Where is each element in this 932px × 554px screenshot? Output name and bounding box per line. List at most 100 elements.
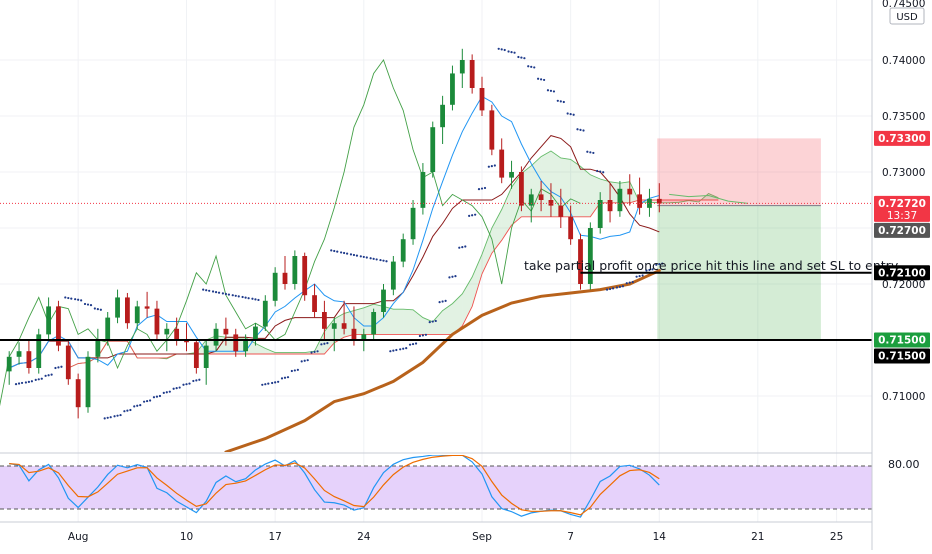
candle[interactable] (85, 356, 91, 408)
sar-dot (267, 382, 270, 385)
candle[interactable] (637, 194, 642, 208)
cloud-segment (541, 151, 551, 217)
candle[interactable] (528, 194, 534, 206)
candle[interactable] (440, 104, 445, 128)
candle[interactable] (292, 256, 298, 284)
candle[interactable] (243, 340, 248, 352)
candle[interactable] (154, 308, 160, 335)
annotation-text[interactable]: take partial profit once price hit this … (524, 258, 899, 273)
candle[interactable] (361, 334, 367, 340)
candle[interactable] (351, 328, 357, 340)
candle[interactable] (381, 289, 386, 312)
candle[interactable] (134, 306, 140, 324)
candle[interactable] (607, 200, 613, 212)
candle[interactable] (489, 110, 495, 150)
candle[interactable] (587, 228, 593, 284)
candle[interactable] (262, 300, 268, 327)
candle[interactable] (164, 328, 170, 335)
sar-dot (146, 399, 149, 403)
candle[interactable] (36, 334, 42, 368)
sar-dot (123, 410, 126, 413)
candle[interactable] (322, 312, 327, 329)
candle[interactable] (65, 345, 71, 380)
candle[interactable] (6, 356, 12, 372)
sar-dot (293, 369, 296, 372)
candle[interactable] (430, 127, 436, 172)
candle[interactable] (203, 345, 209, 368)
sar-dot (40, 377, 43, 380)
candle[interactable] (233, 334, 239, 352)
candle[interactable] (223, 328, 229, 335)
candle[interactable] (548, 200, 554, 206)
candle[interactable] (125, 297, 130, 324)
candle[interactable] (95, 340, 101, 357)
candle[interactable] (115, 297, 120, 318)
candle[interactable] (617, 188, 623, 212)
position-tool[interactable] (657, 138, 821, 340)
sar-dot (530, 65, 533, 68)
candle[interactable] (302, 256, 308, 296)
candle[interactable] (174, 328, 180, 340)
candle[interactable] (193, 342, 199, 368)
sar-dot (421, 334, 424, 337)
horizontal-lines[interactable] (0, 202, 872, 341)
candle[interactable] (390, 261, 396, 290)
candle[interactable] (597, 200, 603, 228)
candle[interactable] (656, 198, 662, 204)
cloud-segment (452, 293, 463, 335)
candle[interactable] (578, 239, 583, 284)
candle[interactable] (26, 351, 32, 368)
price-tick-label: 0.72000 (882, 279, 925, 291)
candle[interactable] (312, 295, 317, 312)
sar-dot (57, 366, 60, 369)
candle[interactable] (253, 326, 258, 340)
time-axis[interactable]: Aug 10 17 24 Sep 7 14 21 25 (68, 531, 843, 543)
sar-dot (507, 50, 510, 53)
sar-dot (24, 381, 27, 384)
sar-dot (165, 391, 168, 394)
candle[interactable] (46, 306, 51, 335)
candle[interactable] (627, 188, 633, 195)
candle[interactable] (56, 306, 61, 346)
candle[interactable] (509, 172, 514, 178)
candle[interactable] (371, 312, 377, 335)
candle[interactable] (282, 272, 288, 284)
sar-dot (418, 334, 421, 338)
candle[interactable] (479, 88, 485, 111)
candle[interactable] (213, 328, 219, 346)
candle[interactable] (568, 216, 574, 240)
currency-badge[interactable]: USD (889, 7, 925, 25)
sar-dot (330, 249, 333, 252)
candle[interactable] (499, 149, 505, 178)
candle[interactable] (410, 207, 416, 240)
candle[interactable] (519, 172, 524, 206)
price-label-box (874, 348, 930, 364)
candle[interactable] (420, 172, 426, 208)
candle[interactable] (450, 73, 455, 105)
candle[interactable] (341, 323, 347, 329)
candle[interactable] (184, 340, 189, 343)
candle[interactable] (331, 323, 337, 329)
sar-dot (237, 295, 240, 298)
sar-dot (441, 300, 444, 303)
candle[interactable] (16, 351, 22, 357)
sar-dot (224, 292, 227, 296)
sar-dot (582, 129, 585, 132)
sar-dot (458, 246, 461, 249)
candle[interactable] (144, 306, 150, 309)
candle[interactable] (75, 379, 81, 408)
candles[interactable] (6, 48, 662, 419)
candle[interactable] (105, 317, 111, 340)
candle[interactable] (469, 60, 475, 88)
candle[interactable] (272, 272, 278, 301)
candle[interactable] (647, 198, 652, 208)
stop-loss-zone[interactable] (657, 138, 821, 206)
candle[interactable] (459, 60, 465, 74)
sar-dot (306, 359, 309, 362)
candle[interactable] (538, 194, 544, 200)
sar-dot (559, 100, 562, 103)
candle[interactable] (400, 239, 406, 262)
candle[interactable] (558, 205, 564, 217)
